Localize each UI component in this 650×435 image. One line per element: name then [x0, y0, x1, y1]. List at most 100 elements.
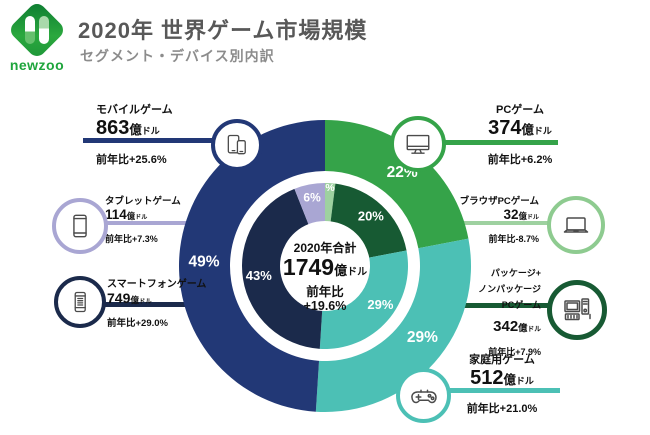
- callout-pc-value: 374億ドル: [450, 117, 590, 143]
- callout-smartphone-name: スマートフォンゲーム: [107, 279, 207, 290]
- center-total-number: 1749: [282, 254, 335, 280]
- browser-pc-icon-circle: [547, 196, 605, 254]
- unit-oku: 億: [521, 123, 534, 137]
- unit-oku: 億: [129, 123, 142, 137]
- pc-icon-circle: [390, 116, 446, 172]
- donut-segment-outer-pc: [325, 120, 469, 249]
- callout-mobile-name: モバイルゲーム: [96, 104, 173, 116]
- donut-percent-inner-smartphone: 43%: [246, 268, 272, 283]
- logo-pill-right: [39, 16, 49, 44]
- newzoo-logo-icon: [7, 0, 67, 60]
- unit-doru: ドル: [139, 298, 152, 305]
- callout-tablet-yoy: 前年比+7.3%: [105, 234, 158, 244]
- tablet-icon: [73, 214, 87, 238]
- callout-smartphone: スマートフォンゲーム 749億ドル 前年比+29.0%: [107, 279, 217, 329]
- unit-oku: 億: [503, 373, 516, 387]
- callout-console-yoy: 前年比+21.0%: [466, 403, 538, 415]
- unit-doru: ドル: [135, 215, 148, 221]
- unit-doru: ドル: [141, 126, 160, 136]
- connector-pc: [412, 140, 558, 145]
- donut-percent-inner-console: 29%: [367, 297, 393, 312]
- callout-smartphone-value: 749億ドル: [107, 291, 217, 309]
- package-pc-icon-circle: [547, 280, 607, 340]
- unit-doru: ドル: [515, 376, 534, 386]
- console-icon-circle: [396, 368, 451, 423]
- callout-package-pc-name: パッケージ+ ノンパッケージ PCゲーム: [451, 261, 541, 317]
- callout-package-pc: パッケージ+ ノンパッケージ PCゲーム 342億ドル 前年比+7.9%: [451, 261, 541, 358]
- center-yoy-value: +19.6%: [303, 299, 347, 313]
- callout-browser-pc-yoy: 前年比-8.7%: [488, 234, 539, 244]
- callout-package-pc-name-line2: ノンパッケージ: [478, 284, 541, 294]
- gamepad-icon: [410, 388, 437, 403]
- unit-doru: ドル: [347, 267, 368, 278]
- callout-console-value: 512億ドル: [442, 367, 562, 393]
- callout-mobile-value: 863億ドル: [96, 117, 236, 143]
- callout-pc-yoy: 前年比+6.2%: [487, 154, 553, 166]
- page-title: 2020年 世界ゲーム市場規模: [78, 18, 368, 43]
- desktop-computer-set-icon: [564, 298, 591, 321]
- callout-tablet-value: 114億ドル: [105, 207, 205, 226]
- donut-segment-inner-console: [319, 250, 408, 349]
- logo-pill-left: [25, 16, 35, 44]
- newzoo-logo-text: newzoo: [9, 57, 65, 73]
- desktop-monitor-icon: [406, 134, 430, 154]
- callout-pc: PCゲーム 374億ドル 前年比+6.2%: [450, 104, 590, 167]
- center-yoy-label: 前年比: [306, 285, 344, 299]
- callout-package-pc-name-line3: PCゲーム: [501, 300, 541, 310]
- mobile-icon-circle: [211, 119, 263, 171]
- donut-segment-inner-package-pc: [330, 183, 407, 258]
- phone-and-tablet-icon: [227, 134, 246, 155]
- donut-segment-inner-browser-pc: [325, 183, 336, 222]
- unit-doru: ドル: [527, 326, 541, 333]
- donut-percent-outer-mobile: 49%: [189, 253, 220, 270]
- page-subtitle: セグメント・デバイス別内訳: [80, 48, 275, 64]
- donut-chart: 22%29%49%2%20%29%43%6%: [179, 120, 471, 412]
- callout-tablet-number: 114: [105, 207, 127, 222]
- smartphone-icon-circle: [54, 276, 106, 328]
- smartphone-icon: [74, 291, 86, 313]
- callout-browser-pc-number: 32: [503, 207, 519, 222]
- connector-smartphone: [98, 302, 185, 307]
- center-total-value: 1749億ドル: [265, 255, 385, 285]
- callout-package-pc-yoy: 前年比+7.9%: [488, 347, 541, 357]
- callout-package-pc-value: 342億ドル: [451, 319, 541, 338]
- callout-smartphone-yoy: 前年比+29.0%: [107, 318, 168, 329]
- callout-browser-pc-name: ブラウザPCゲーム: [459, 196, 539, 207]
- center-total-title: 2020年合計: [293, 241, 357, 255]
- callout-package-pc-number: 342: [493, 318, 519, 335]
- callout-pc-number: 374: [488, 117, 522, 139]
- donut-percent-inner-package-pc: 20%: [358, 209, 384, 224]
- unit-oku: 億: [126, 211, 136, 221]
- connector-browser-pc: [462, 221, 552, 225]
- donut-center-label: 2020年合計 1749億ドル 前年比 +19.6%: [265, 241, 385, 313]
- donut-segment-outer-console: [315, 238, 471, 412]
- donut-percent-inner-tablet: 6%: [303, 190, 321, 204]
- callout-mobile: モバイルゲーム 863億ドル 前年比+25.6%: [96, 104, 236, 167]
- callout-console-name: 家庭用ゲーム: [469, 354, 535, 366]
- donut-percent-outer-console: 29%: [407, 329, 438, 346]
- unit-oku: 億: [518, 211, 527, 221]
- connector-console: [437, 388, 560, 393]
- connector-tablet: [98, 221, 188, 225]
- callout-mobile-number: 863: [96, 117, 130, 139]
- callout-browser-pc: ブラウザPCゲーム 32億ドル 前年比-8.7%: [449, 196, 539, 245]
- unit-oku: 億: [130, 295, 140, 305]
- donut-segment-inner-tablet: [294, 183, 325, 225]
- callout-mobile-yoy: 前年比+25.6%: [96, 154, 167, 166]
- connector-mobile: [83, 138, 213, 143]
- callout-console: 家庭用ゲーム 512億ドル 前年比+21.0%: [442, 354, 562, 416]
- connector-package-pc: [462, 303, 550, 308]
- unit-oku: 億: [518, 323, 528, 333]
- callout-smartphone-number: 749: [107, 290, 131, 306]
- callout-tablet-name: タブレットゲーム: [105, 196, 181, 207]
- newzoo-logo-pills: [16, 9, 58, 51]
- tablet-icon-circle: [52, 198, 108, 254]
- unit-oku: 億: [334, 263, 348, 278]
- callout-tablet: タブレットゲーム 114億ドル 前年比+7.3%: [105, 196, 205, 245]
- laptop-icon: [563, 217, 589, 233]
- callout-pc-name: PCゲーム: [496, 104, 544, 116]
- unit-doru: ドル: [526, 215, 539, 221]
- callout-browser-pc-value: 32億ドル: [449, 207, 539, 226]
- unit-doru: ドル: [533, 126, 552, 136]
